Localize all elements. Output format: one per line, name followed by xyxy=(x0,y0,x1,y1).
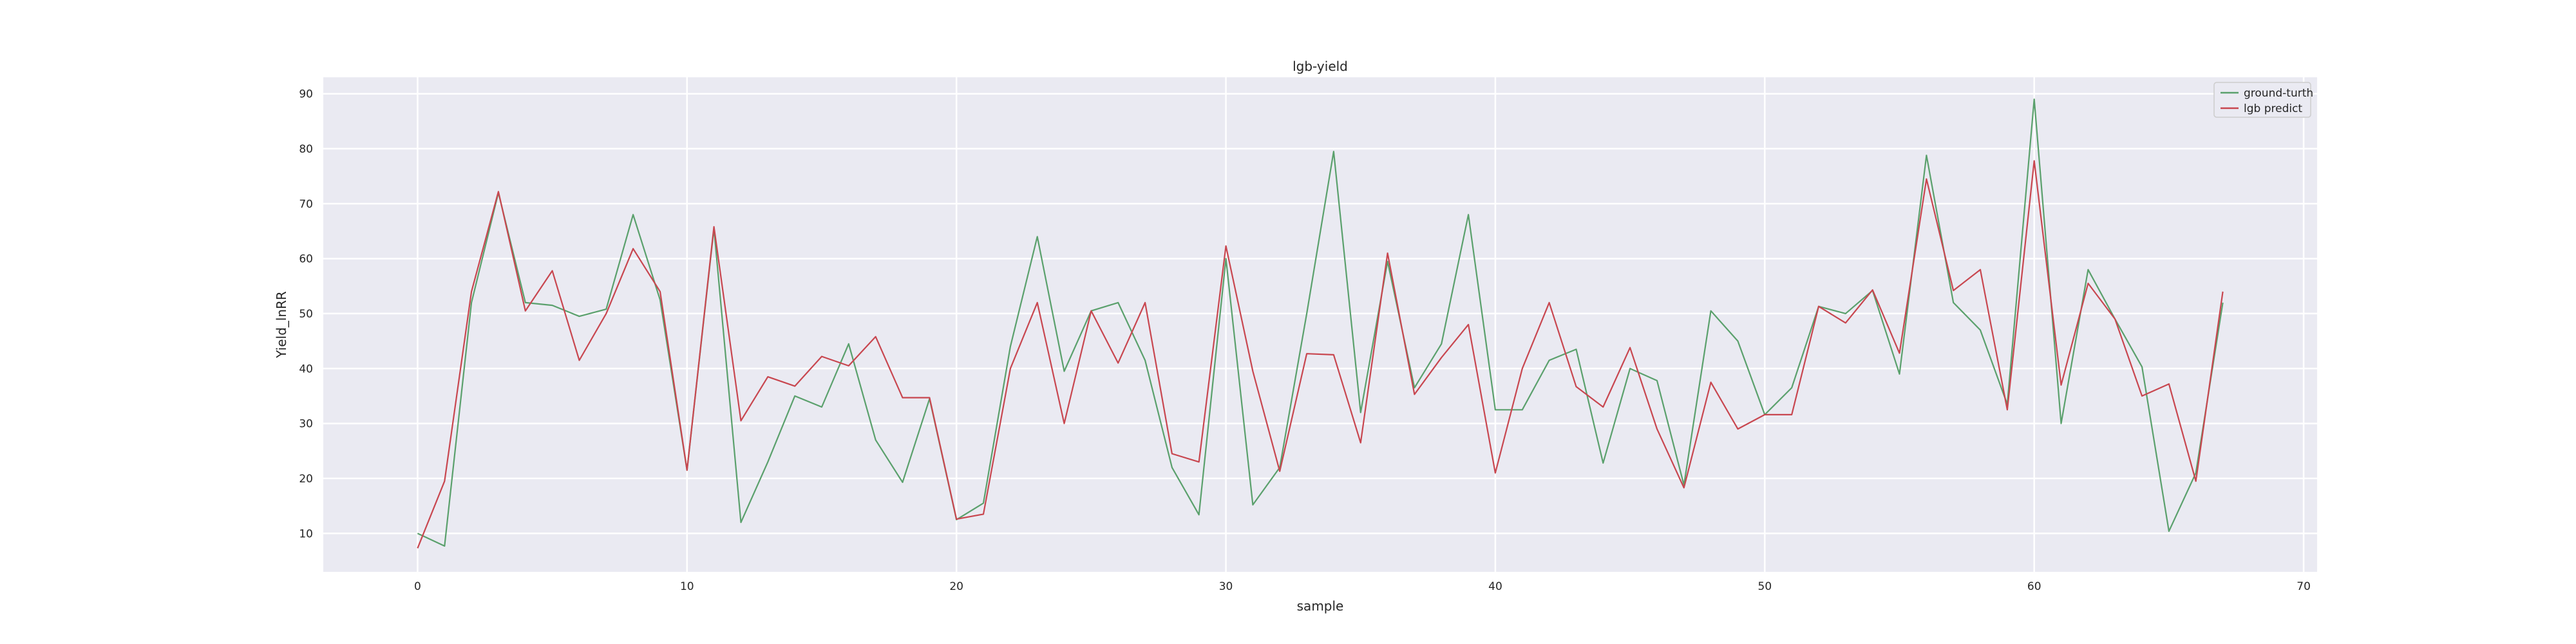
y-tick-label: 30 xyxy=(299,418,313,431)
x-tick-label: 0 xyxy=(414,580,421,593)
y-gridlines xyxy=(323,93,2317,535)
y-tick-label: 80 xyxy=(299,143,313,156)
y-tick-label: 60 xyxy=(299,253,313,266)
x-tick-label: 40 xyxy=(1488,580,1502,593)
plot-area xyxy=(323,77,2317,572)
x-tick-label: 20 xyxy=(949,580,963,593)
y-tick-label: 70 xyxy=(299,198,313,211)
x-tick-label: 50 xyxy=(1758,580,1772,593)
legend-label: lgb predict xyxy=(2244,102,2302,115)
x-gridlines xyxy=(417,77,2305,572)
legend-label: ground-turth xyxy=(2244,87,2313,100)
series-layer xyxy=(417,99,2224,549)
chart-title: lgb-yield xyxy=(1293,59,1348,74)
x-tick-label: 10 xyxy=(680,580,694,593)
y-tick-labels: 10 20 30 40 50 60 70 80 90 xyxy=(299,88,313,541)
y-tick-label: 10 xyxy=(299,527,313,540)
x-tick-label: 60 xyxy=(2027,580,2041,593)
x-tick-label: 70 xyxy=(2297,580,2311,593)
x-tick-label: 30 xyxy=(1219,580,1233,593)
y-tick-label: 50 xyxy=(299,308,313,321)
legend: ground-turth lgb predict xyxy=(2213,82,2313,118)
y-tick-label: 40 xyxy=(299,363,313,375)
y-tick-label: 20 xyxy=(299,473,313,486)
series-line-ground-truth xyxy=(417,99,2224,547)
x-axis-title: sample xyxy=(1297,598,1344,614)
x-tick-labels: 0 10 20 30 40 50 60 70 xyxy=(414,580,2311,593)
y-tick-label: 90 xyxy=(299,88,313,101)
y-axis-title: Yield_lnRR xyxy=(274,291,289,359)
series-line-lgb-predict xyxy=(417,160,2224,549)
